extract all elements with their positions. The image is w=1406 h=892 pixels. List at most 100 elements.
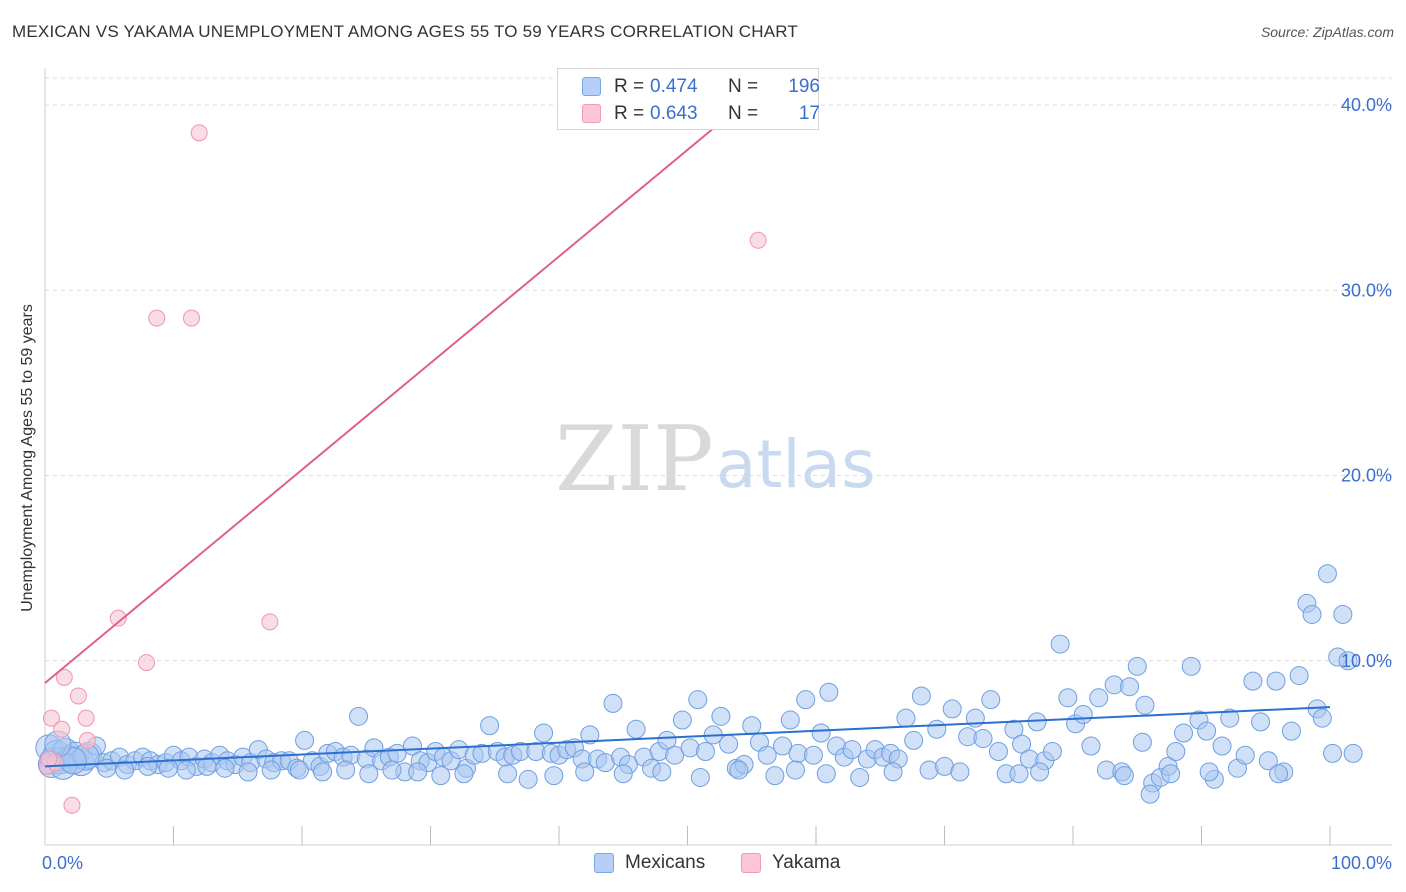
mexicans-point [1027,712,1047,732]
mexicans-point [690,767,710,787]
yakama-trend-line [44,104,743,684]
mexicans-point [1161,764,1181,784]
grid-lines [45,77,1392,662]
mexicans-point [313,762,333,782]
mexicans-point [988,742,1008,762]
mexicans-point [408,762,428,782]
mexicans-point [1073,704,1093,724]
y-tick-label: 10.0% [1341,651,1392,671]
mexicans-point [544,766,564,786]
mexicans-point [603,693,623,713]
mexicans-point [981,690,1001,710]
mexicans-point [1289,666,1309,686]
x-tick-label-max: 100.0% [1331,853,1392,873]
yakama-point [190,124,208,142]
mexicans-point [1009,764,1029,784]
mexicans-point [215,758,235,778]
mexicans-trend-line [44,706,1331,768]
mexicans-point [842,740,862,760]
mexicans-point [1220,708,1240,728]
yakama-point [749,231,767,249]
mexicans-point [773,736,793,756]
mexicans-point [850,767,870,787]
mexicans-point [1269,764,1289,784]
mexicans-point [454,764,474,784]
mexicans-point [336,760,356,780]
mexicans-point [695,742,715,762]
mexicans-point [1323,743,1343,763]
mexicans-point [1050,634,1070,654]
mexicans-point [711,706,731,726]
mexicans-point [765,766,785,786]
mexicans-point [261,760,281,780]
yakama-points [39,124,767,814]
mexicans-point [1058,688,1078,708]
mexicans-point [613,764,633,784]
mexicans-point [729,760,749,780]
mexicans-point [97,758,117,778]
mexicans-point [1181,656,1201,676]
mexicans-point [904,730,924,750]
legend-swatch-mexicans [582,77,601,96]
mexicans-point [534,723,554,743]
mexicans-point [665,745,685,765]
n-value: 17 [798,103,820,124]
mexicans-point [657,730,677,750]
mexicans-point [950,762,970,782]
watermark-atlas: atlas [716,426,876,503]
mexicans-point [688,690,708,710]
legend-swatch-mexicans [594,853,614,873]
mexicans-point [1317,564,1337,584]
n-label: N = [728,76,759,97]
legend-swatch-yakama [741,853,761,873]
mexicans-point [1042,742,1062,762]
mexicans-points [35,564,1363,804]
mexicans-point [1199,762,1219,782]
mexicans-point [1081,736,1101,756]
mexicans-point [1302,604,1322,624]
mexicans-point [796,690,816,710]
mexicans-point [518,769,538,789]
mexicans-point [780,710,800,730]
mexicans-point [176,760,196,780]
mexicans-point [295,730,315,750]
mexicans-point [1266,671,1286,691]
yakama-point [109,609,127,627]
mexicans-point [819,682,839,702]
mexicans-point [1132,732,1152,752]
mexicans-point [480,716,500,736]
r-label: R = [614,103,645,124]
r-value: 0.474 [650,76,698,97]
correlation-legend: R = 0.474 N = 196 R = 0.643 N = 17 [557,68,820,130]
mexicans-point [1089,688,1109,708]
mexicans-point [1343,743,1363,763]
mexicans-point [1333,604,1353,624]
yakama-point [42,709,60,727]
yakama-point [53,720,71,738]
mexicans-point [973,729,993,749]
mexicans-point [1030,762,1050,782]
mexicans-point [757,745,777,765]
mexicans-point [1114,766,1134,786]
mexicans-point [1235,745,1255,765]
yakama-point [69,687,87,705]
mexicans-point [1140,784,1160,804]
yakama-point [55,668,73,686]
mexicans-point [138,756,158,776]
mexicans-point [672,710,692,730]
mexicans-point [575,762,595,782]
yakama-point [182,309,200,327]
mexicans-point [626,719,646,739]
mexicans-point [1338,651,1358,671]
y-tick-label: 40.0% [1341,95,1392,115]
mexicans-point [1251,712,1271,732]
source-label: Source: ZipAtlas.com [1260,24,1394,40]
mexicans-point [811,723,831,743]
mexicans-point [1243,671,1263,691]
mexicans-point [580,725,600,745]
yakama-point [148,309,166,327]
mexicans-point [349,706,369,726]
mexicans-point [1135,695,1155,715]
y-tick-label: 30.0% [1341,280,1392,300]
mexicans-point [742,716,762,736]
